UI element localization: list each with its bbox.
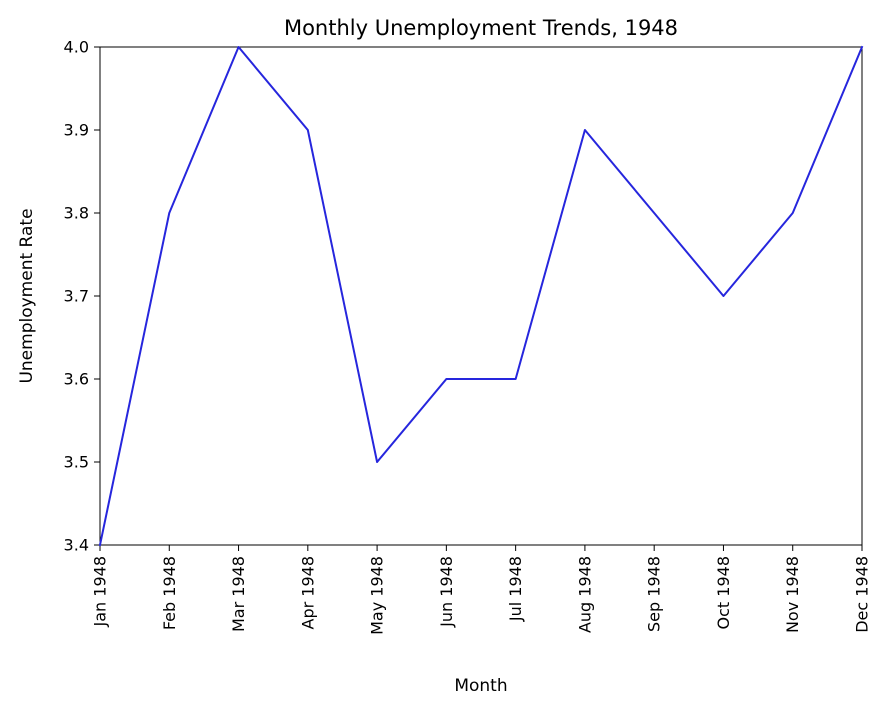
x-tick-label: Jun 1948 (437, 556, 456, 628)
unemployment-rate-line (98, 45, 864, 547)
x-tick-label: Jan 1948 (91, 556, 110, 627)
y-tick-label: 4.0 (64, 38, 89, 57)
x-tick-label: Oct 1948 (714, 556, 733, 629)
y-tick-label: 3.9 (64, 121, 89, 140)
axes-spines (99, 46, 863, 546)
x-tick-label: May 1948 (368, 556, 387, 635)
x-tick-label: Sep 1948 (645, 556, 664, 632)
x-tick-label: Dec 1948 (853, 556, 872, 633)
x-tick-label: Jul 1948 (506, 556, 525, 622)
y-tick-label: 3.4 (64, 536, 89, 555)
chart-title: Monthly Unemployment Trends, 1948 (283, 16, 679, 40)
y-tick-label: 3.5 (64, 453, 89, 472)
y-tick-label: 3.8 (64, 204, 89, 223)
y-tick-label: 3.6 (64, 370, 89, 389)
x-tick-label: Feb 1948 (160, 556, 179, 630)
x-tick-label: Apr 1948 (298, 556, 317, 629)
y-tick-label: 3.7 (64, 287, 89, 306)
x-tick-label: Aug 1948 (575, 556, 594, 633)
x-tick-label: Mar 1948 (229, 556, 248, 632)
x-tick-label: Nov 1948 (783, 556, 802, 633)
x-axis-label: Month (454, 676, 508, 696)
y-axis-label: Unemployment Rate (17, 208, 37, 384)
